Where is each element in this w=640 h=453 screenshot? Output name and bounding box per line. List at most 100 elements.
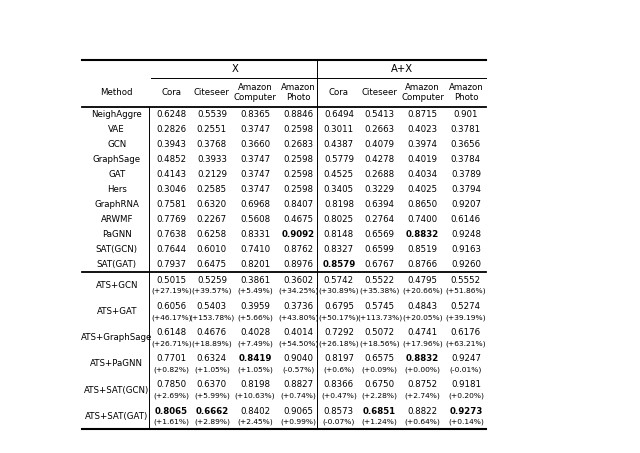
Text: 0.6795: 0.6795 <box>324 302 354 311</box>
Text: 0.8579: 0.8579 <box>323 260 356 270</box>
Text: (+34.25%): (+34.25%) <box>278 288 319 294</box>
Text: 0.5413: 0.5413 <box>365 111 395 120</box>
Text: 0.8822: 0.8822 <box>408 406 438 415</box>
Text: (+113.73%): (+113.73%) <box>357 314 402 321</box>
Text: 0.8832: 0.8832 <box>406 231 440 239</box>
Text: 0.2598: 0.2598 <box>284 170 313 179</box>
Text: (+39.57%): (+39.57%) <box>192 288 232 294</box>
Text: 0.9163: 0.9163 <box>451 246 481 255</box>
Text: X: X <box>231 64 238 74</box>
Text: 0.8201: 0.8201 <box>240 260 270 270</box>
Text: 0.4023: 0.4023 <box>408 125 438 135</box>
Text: (+0.00%): (+0.00%) <box>404 366 441 373</box>
Text: 0.8197: 0.8197 <box>324 354 354 363</box>
Text: (+7.49%): (+7.49%) <box>237 340 273 347</box>
Text: 0.3747: 0.3747 <box>240 185 270 194</box>
Text: Amazon
Photo: Amazon Photo <box>281 83 316 102</box>
Text: 0.2267: 0.2267 <box>197 215 227 224</box>
Text: (+18.89%): (+18.89%) <box>191 340 232 347</box>
Text: (+26.71%): (+26.71%) <box>151 340 191 347</box>
Text: A+X: A+X <box>391 64 413 74</box>
Text: 0.3933: 0.3933 <box>197 155 227 164</box>
Text: 0.5745: 0.5745 <box>365 302 395 311</box>
Text: (+0.74%): (+0.74%) <box>280 393 316 399</box>
Text: 0.6394: 0.6394 <box>365 200 395 209</box>
Text: 0.8148: 0.8148 <box>324 231 354 239</box>
Text: (+153.78%): (+153.78%) <box>189 314 235 321</box>
Text: (+2.89%): (+2.89%) <box>194 419 230 425</box>
Text: 0.5259: 0.5259 <box>197 276 227 285</box>
Text: 0.5539: 0.5539 <box>197 111 227 120</box>
Text: 0.6475: 0.6475 <box>197 260 227 270</box>
Text: 0.8198: 0.8198 <box>324 200 354 209</box>
Text: (+51.86%): (+51.86%) <box>445 288 486 294</box>
Text: Cora: Cora <box>329 88 349 97</box>
Text: 0.6494: 0.6494 <box>324 111 354 120</box>
Text: 0.4034: 0.4034 <box>408 170 438 179</box>
Text: 0.4741: 0.4741 <box>408 328 438 337</box>
Text: 0.4387: 0.4387 <box>324 140 354 149</box>
Text: 0.9273: 0.9273 <box>449 406 483 415</box>
Text: 0.4525: 0.4525 <box>324 170 354 179</box>
Text: 0.8402: 0.8402 <box>240 406 270 415</box>
Text: ATS+GAT: ATS+GAT <box>97 307 137 316</box>
Text: 0.6968: 0.6968 <box>240 200 270 209</box>
Text: 0.8650: 0.8650 <box>408 200 438 209</box>
Text: Amazon
Computer: Amazon Computer <box>234 83 276 102</box>
Text: 0.2598: 0.2598 <box>284 185 313 194</box>
Text: 0.2598: 0.2598 <box>284 125 313 135</box>
Text: SAT(GCN): SAT(GCN) <box>96 246 138 255</box>
Text: 0.2683: 0.2683 <box>283 140 314 149</box>
Text: Hers: Hers <box>107 185 127 194</box>
Text: 0.9092: 0.9092 <box>282 231 315 239</box>
Text: (+5.99%): (+5.99%) <box>194 393 230 399</box>
Text: 0.6575: 0.6575 <box>365 354 395 363</box>
Text: 0.3405: 0.3405 <box>324 185 354 194</box>
Text: ARWMF: ARWMF <box>100 215 133 224</box>
Text: (+27.19%): (+27.19%) <box>151 288 191 294</box>
Text: 0.8419: 0.8419 <box>239 354 272 363</box>
Text: (+20.66%): (+20.66%) <box>403 288 443 294</box>
Text: 0.7638: 0.7638 <box>156 231 186 239</box>
Text: 0.2688: 0.2688 <box>365 170 395 179</box>
Text: 0.6148: 0.6148 <box>156 328 186 337</box>
Text: 0.2764: 0.2764 <box>365 215 395 224</box>
Text: (+5.49%): (+5.49%) <box>237 288 273 294</box>
Text: 0.2826: 0.2826 <box>156 125 186 135</box>
Text: (+5.66%): (+5.66%) <box>237 314 273 321</box>
Text: 0.6010: 0.6010 <box>197 246 227 255</box>
Text: 0.8365: 0.8365 <box>240 111 270 120</box>
Text: 0.6324: 0.6324 <box>197 354 227 363</box>
Text: 0.2598: 0.2598 <box>284 155 313 164</box>
Text: 0.6767: 0.6767 <box>365 260 395 270</box>
Text: 0.5015: 0.5015 <box>156 276 186 285</box>
Text: GCN: GCN <box>107 140 126 149</box>
Text: VAE: VAE <box>108 125 125 135</box>
Text: 0.3046: 0.3046 <box>156 185 186 194</box>
Text: (+1.61%): (+1.61%) <box>153 419 189 425</box>
Text: ATS+PaGNN: ATS+PaGNN <box>90 359 143 368</box>
Text: 0.4675: 0.4675 <box>283 215 314 224</box>
Text: Method: Method <box>100 88 133 97</box>
Text: 0.7937: 0.7937 <box>156 260 186 270</box>
Text: (+2.45%): (+2.45%) <box>237 419 273 425</box>
Text: (-0.01%): (-0.01%) <box>450 366 482 373</box>
Text: 0.6569: 0.6569 <box>365 231 395 239</box>
Text: 0.8519: 0.8519 <box>408 246 438 255</box>
Text: (+26.18%): (+26.18%) <box>319 340 359 347</box>
Text: ATS+SAT(GAT): ATS+SAT(GAT) <box>85 412 148 421</box>
Text: 0.3229: 0.3229 <box>365 185 395 194</box>
Text: 0.8198: 0.8198 <box>240 381 270 390</box>
Text: 0.9065: 0.9065 <box>284 406 313 415</box>
Text: 0.8762: 0.8762 <box>283 246 314 255</box>
Text: 0.8846: 0.8846 <box>283 111 314 120</box>
Text: 0.8327: 0.8327 <box>324 246 354 255</box>
Text: 0.3784: 0.3784 <box>451 155 481 164</box>
Text: 0.3011: 0.3011 <box>324 125 354 135</box>
Text: (+50.17%): (+50.17%) <box>319 314 359 321</box>
Text: (+2.28%): (+2.28%) <box>362 393 397 399</box>
Text: 0.5072: 0.5072 <box>365 328 395 337</box>
Text: 0.8573: 0.8573 <box>324 406 354 415</box>
Text: NeighAggre: NeighAggre <box>92 111 142 120</box>
Text: (+2.74%): (+2.74%) <box>404 393 441 399</box>
